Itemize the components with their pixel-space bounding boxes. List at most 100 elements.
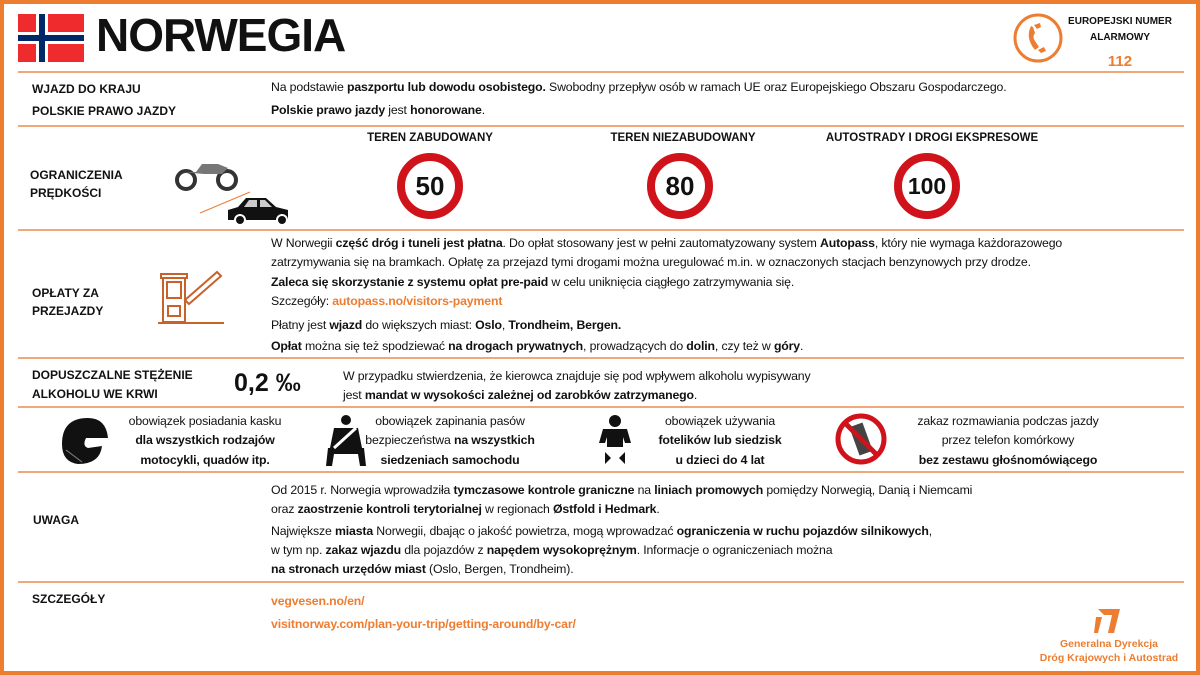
text-segment: , który nie wymaga każdorazowego (874, 236, 1063, 250)
text-line: motocykli, quadów itp. (140, 453, 269, 467)
text-segment: bezpieczeństwa (365, 433, 454, 447)
text-segment: fotelików lub siedzisk (658, 433, 782, 447)
text-line: na stronach urzędów miast (Oslo, Bergen,… (271, 562, 574, 576)
text-segment: oraz (271, 502, 298, 516)
divider (18, 471, 1184, 473)
text-line: zakaz rozmawiania podczas jazdy (917, 414, 1098, 428)
text-line: przez telefon komórkowy (942, 433, 1075, 447)
details-label: SZCZEGÓŁY (32, 592, 106, 606)
text-segment: zatrzymywania się na bramkach. Opłatę za… (271, 255, 1031, 269)
text-segment: u dzieci do 4 lat (675, 453, 765, 467)
divider (18, 125, 1184, 127)
text-line: Opłat można się też spodziewać na drogac… (271, 339, 803, 353)
text-line: siedzeniach samochodu (381, 453, 520, 467)
text-line: obowiązek zapinania pasów (375, 414, 525, 428)
text-segment: przez telefon komórkowy (941, 433, 1075, 447)
no-phone-icon (835, 413, 887, 465)
text-segment: Autopass (819, 236, 875, 250)
emergency-number: 112 (1107, 53, 1133, 70)
text-segment: zaostrzenie kontroli terytorialnej (297, 502, 482, 516)
text-line: fotelików lub siedzisk (658, 433, 781, 447)
text-line: obowiązek posiadania kasku (129, 414, 282, 428)
text-segment: obowiązek posiadania kasku (128, 414, 282, 428)
divider (18, 229, 1184, 231)
motorcycle-icon (175, 164, 238, 191)
link-vegvesen[interactable]: vegvesen.no/en/ (271, 594, 365, 608)
toll-gate-icon (158, 270, 224, 324)
text-segment: Szczegóły: (271, 294, 333, 308)
text-segment: tymczasowe kontrole graniczne (453, 483, 635, 497)
text-segment: , (501, 318, 509, 332)
text-line: Zaleca się skorzystanie z systemu opłat … (271, 275, 794, 289)
text-segment: Østfold i Hedmark (552, 502, 657, 516)
text-segment: siedzeniach samochodu (380, 453, 520, 467)
alcohol-label-2: ALKOHOLU WE KRWI (32, 387, 158, 401)
text-segment: Zaleca się skorzystanie z systemu opłat … (271, 275, 549, 289)
text-line: bez zestawu głośnomówiącego (919, 453, 1098, 467)
text-segment: na drogach prywatnych (448, 339, 584, 353)
speed-title-rural: TEREN NIEZABUDOWANY (610, 132, 756, 144)
text-segment: , czy też w (714, 339, 774, 353)
page-title: NORWEGIA (96, 9, 346, 61)
text-segment: . Do opłat stosowany jest w pełni zautom… (502, 236, 820, 250)
logo-text-1: Generalna Dyrekcja (1059, 638, 1159, 650)
text-segment: Od 2015 r. Norwegia wprowadziła (271, 483, 454, 497)
text-segment: Oslo (475, 318, 502, 332)
text-segment: Na podstawie (271, 80, 347, 94)
text-segment: Polskie prawo jazdy (271, 103, 386, 117)
text-segment: W Norwegii (271, 236, 336, 250)
link-visitnorway[interactable]: visitnorway.com/plan-your-trip/getting-a… (271, 617, 576, 631)
text-line: bezpieczeństwa na wszystkich (365, 433, 535, 447)
text-segment: , prowadzących do (583, 339, 687, 353)
text-segment: miasta (334, 524, 374, 538)
text-segment: na (634, 483, 655, 497)
text-segment: (Oslo, Bergen, Trondheim). (425, 562, 574, 576)
text-segment: jest (385, 103, 411, 117)
speed-label-1: OGRANICZENIA (30, 168, 123, 182)
motorcycle-car-icon (175, 164, 288, 226)
divider (18, 357, 1184, 359)
speed-sign-rural: 80 (647, 153, 713, 219)
license-text: Polskie prawo jazdy jest honorowane. (271, 103, 485, 117)
text-segment: Swobodny przepływ osób w ramach UE oraz … (545, 80, 1007, 94)
text-line: obowiązek używania (665, 414, 775, 428)
text-segment: wjazd (329, 318, 363, 332)
text-segment: jest (343, 388, 365, 402)
text-segment: zakaz rozmawiania podczas jazdy (917, 414, 1099, 428)
text-segment: honorowane (410, 103, 482, 117)
text-line: zatrzymywania się na bramkach. Opłatę za… (271, 255, 1031, 269)
text-segment: dla wszystkich rodzajów (135, 433, 275, 447)
alcohol-label-1: DOPUSZCZALNE STĘŻENIE (32, 368, 193, 382)
text-segment: Płatny jest (271, 318, 330, 332)
text-segment: paszportu lub dowodu osobistego. (346, 80, 546, 94)
divider (18, 406, 1184, 408)
speed-title-motorway: AUTOSTRADY I DROGI EKSPRESOWE (825, 132, 1039, 144)
text-line: Największe miasta Norwegii, dbając o jak… (271, 524, 932, 538)
text-line: Szczegóły: autopass.no/visitors-payment (271, 294, 502, 308)
speed-sign-motorway: 100 (894, 153, 960, 219)
divider (18, 581, 1184, 583)
emergency-label-1: EUROPEJSKI NUMER (1068, 16, 1172, 27)
text-line: dla wszystkich rodzajów (135, 433, 275, 447)
text-segment: w tym np. (271, 543, 326, 557)
tolls-label-2: PRZEJAZDY (32, 304, 104, 318)
alcohol-limit-value: 0,2 ‰ (234, 369, 301, 397)
text-segment: pomiędzy Norwegią, Danią i Niemcami (763, 483, 973, 497)
speed-sign-built-up: 50 (397, 153, 463, 219)
text-line: w tym np. zakaz wjazdu dla pojazdów z na… (271, 543, 833, 557)
text-segment: . (656, 502, 660, 516)
text-segment: mandat w wysokości zależnej od zarobków … (364, 388, 694, 402)
text-segment: motocykli, quadów itp. (140, 453, 270, 467)
text-segment: do większych miast: (362, 318, 476, 332)
autopass-link[interactable]: autopass.no/visitors-payment (332, 294, 503, 308)
entry-label: WJAZD DO KRAJU (32, 82, 141, 96)
text-segment: Największe (271, 524, 335, 538)
child-seat-icon (599, 415, 631, 464)
text-segment: napędem wysokoprężnym (486, 543, 637, 557)
text-segment: w regionach (481, 502, 553, 516)
text-line: jest mandat w wysokości zależnej od zaro… (343, 388, 697, 402)
text-segment: . (481, 103, 485, 117)
text-line: oraz zaostrzenie kontroli terytorialnej … (271, 502, 660, 516)
tolls-label-1: OPŁATY ZA (32, 286, 99, 300)
